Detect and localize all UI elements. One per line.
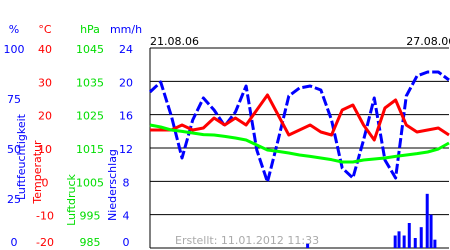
y-tick-label: 1045 [76,43,104,56]
y-tick-label: -10 [36,210,54,223]
axis-unit: °C [38,23,52,36]
y-tick-label: 10 [38,143,52,156]
footer: Erstellt: 11.01.2012 11:33 [175,234,319,247]
y-tick-label: 985 [80,236,101,249]
axis-unit: % [9,23,19,36]
y-tick-label: 75 [7,93,21,106]
y-tick-label: 25 [7,193,21,206]
y-tick-label: 1015 [76,143,104,156]
precip-bar [407,223,411,248]
y-tick-label: 40 [38,43,52,56]
axis-label: Temperatur [31,140,44,205]
axis-label: Niederschlag [106,149,119,221]
y-tick-label: -20 [36,236,54,249]
precip-bar [306,243,310,248]
y-tick-label: 4 [123,210,130,223]
y-tick-label: 0 [42,176,49,189]
y-tick-label: 0 [123,236,130,249]
y-tick-label: 995 [80,210,101,223]
y-tick-label: 30 [38,76,52,89]
y-tick-label: 20 [38,110,52,123]
series-line [149,123,450,164]
precip-bar [393,235,397,248]
y-tick-label: 20 [119,76,133,89]
y-tick-label: 1025 [76,110,104,123]
precip-bar [402,235,406,248]
y-tick-label: 16 [119,110,133,123]
y-tick-label: 1005 [76,176,104,189]
precip-bar [425,193,429,248]
date-label: 27.08.06 [406,35,450,48]
date-label: 21.08.06 [150,35,199,48]
precip-bar [433,239,437,248]
precip-bar [419,227,423,248]
axis-label: Luftfeuchtigkeit [15,113,28,200]
y-tick-label: 1035 [76,76,104,89]
y-tick-label: 100 [4,43,25,56]
y-tick-label: 24 [119,43,133,56]
series-line [150,93,450,142]
precip-bar [397,231,401,248]
y-tick-label: 12 [119,143,133,156]
axis-label: Luftdruck [65,173,78,225]
axis-unit: mm/h [110,23,142,36]
y-tick-label: 8 [123,176,130,189]
y-tick-label: 50 [7,143,21,156]
series-line [148,70,450,184]
precip-bar [429,214,433,248]
precip-bar [413,238,417,248]
y-tick-label: 0 [11,236,18,249]
axis-unit: hPa [80,23,100,36]
